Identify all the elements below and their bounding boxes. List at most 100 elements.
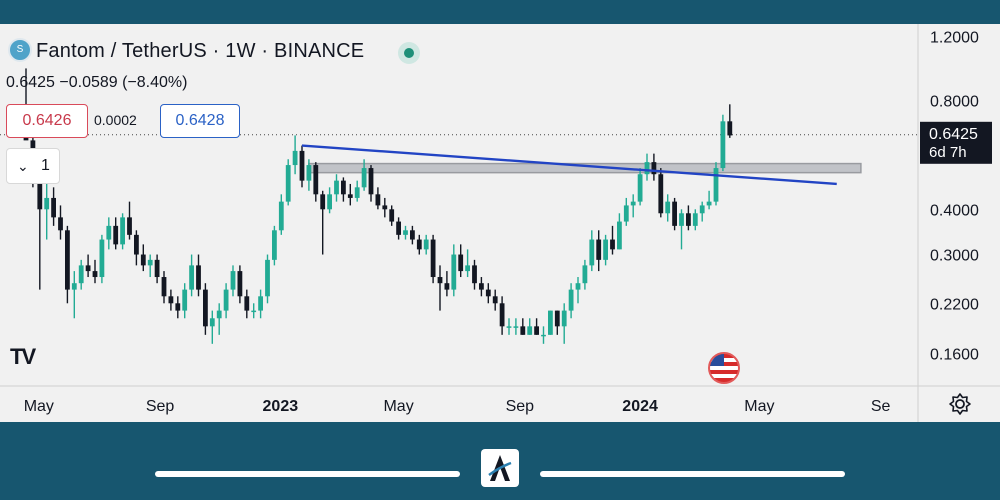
candle-body: [134, 234, 139, 255]
trendline: [301, 144, 837, 186]
candle-body: [499, 303, 505, 327]
settings-gear-icon[interactable]: [948, 392, 972, 416]
candle-body: [554, 310, 560, 327]
candle-body: [347, 194, 353, 198]
candle-body: [617, 221, 622, 250]
candle-body: [568, 289, 574, 311]
candle-body: [630, 201, 636, 206]
candle-body: [196, 265, 201, 290]
chart-panel[interactable]: 1.2000 0.8000 0.4000 0.3000 0.2200 0.1600 May S…: [0, 24, 1000, 422]
candle-body: [548, 310, 553, 335]
right-divider-bar: [540, 471, 845, 477]
candle-body: [154, 259, 160, 278]
candle-body: [209, 318, 215, 327]
candle-body: [706, 201, 712, 206]
candle-body: [396, 221, 401, 235]
candle-body: [161, 277, 167, 297]
candle-body: [306, 165, 312, 181]
candle-body: [382, 205, 388, 210]
x-tick-label: Se: [871, 398, 891, 415]
spread-value: 0.0002: [94, 112, 137, 128]
y-tick-label: 1.2000: [930, 30, 979, 47]
candle-body: [582, 265, 588, 284]
candle-body: [313, 165, 319, 195]
candle-body: [403, 230, 408, 235]
candle-body: [334, 180, 339, 195]
x-tick-label: May: [383, 398, 413, 415]
buy-price-button[interactable]: 0.6428: [160, 104, 240, 138]
candle-body: [665, 201, 671, 214]
left-divider-bar: [155, 471, 460, 477]
candle-body: [699, 205, 705, 214]
candle-body: [51, 197, 56, 218]
candle-body: [451, 254, 457, 290]
candle-body: [623, 205, 629, 222]
candle-body: [492, 296, 498, 304]
chevron-down-icon: ⌄: [17, 158, 29, 174]
candle-body: [168, 296, 174, 304]
x-tick-label: May: [24, 398, 54, 415]
candle-body: [285, 165, 291, 202]
candle-body: [444, 283, 450, 290]
ohlc-readout: 0.6425 −0.0589 (−8.40%): [6, 74, 188, 91]
candle-body: [541, 334, 546, 337]
candle-body: [44, 197, 50, 210]
candle-body: [679, 213, 684, 226]
y-tick-label: 0.4000: [930, 202, 979, 219]
candle-body: [85, 265, 91, 272]
candle-body: [278, 201, 284, 231]
candle-body: [506, 326, 512, 328]
y-tick-label: 0.1600: [930, 346, 979, 363]
candle-body: [465, 265, 470, 272]
us-flag-icon[interactable]: [708, 352, 740, 384]
candle-body: [423, 239, 429, 250]
candle-body: [65, 230, 70, 290]
candle-body: [672, 201, 677, 226]
candle-body: [686, 213, 691, 226]
candle-body: [713, 168, 719, 202]
indicator-toggle-button[interactable]: ⌄ 1: [6, 148, 60, 184]
candle-body: [389, 209, 395, 222]
y-tick-label: 0.8000: [930, 93, 979, 110]
candle-body: [692, 213, 698, 226]
candle-body: [416, 239, 422, 250]
candle-body: [299, 150, 305, 181]
candle-body: [251, 310, 257, 313]
candle-body: [520, 326, 526, 335]
candle-body: [472, 265, 477, 284]
candle-body: [265, 259, 270, 297]
candlestick-chart[interactable]: 1.2000 0.8000 0.4000 0.3000 0.2200 0.1600 May S…: [0, 24, 1000, 422]
sell-price-button[interactable]: 0.6426: [6, 104, 88, 138]
candle-body: [410, 230, 415, 240]
candle-body: [651, 162, 657, 175]
candle-body: [71, 283, 77, 290]
candle-body: [485, 289, 491, 297]
tradingview-logo: TV: [10, 344, 36, 369]
app-logo-icon: [481, 449, 519, 487]
last-price-label-bg: [920, 121, 992, 164]
candle-body: [127, 217, 132, 235]
candle-body: [272, 230, 277, 260]
candle-body: [120, 217, 125, 245]
candle-body: [140, 254, 146, 266]
x-tick-label: May: [744, 398, 774, 415]
chart-title: Fantom / TetherUS · 1W · BINANCE: [36, 40, 365, 62]
y-tick-label: 0.3000: [930, 248, 979, 265]
y-tick-label: 0.2200: [930, 296, 979, 313]
indicator-count: 1: [41, 157, 50, 174]
candle-body: [589, 239, 595, 266]
candle-body: [644, 162, 650, 175]
candle-body: [237, 271, 243, 297]
candle-body: [106, 225, 112, 240]
x-tick-label: 2023: [263, 398, 299, 415]
candle-body: [720, 121, 726, 169]
candle-body: [147, 259, 153, 266]
candle-body: [37, 180, 43, 210]
candle-body: [479, 283, 484, 290]
last-price-label: 0.6425: [929, 126, 978, 143]
candle-body: [610, 239, 615, 250]
candle-body: [223, 289, 229, 311]
candle-body: [182, 289, 188, 311]
candle-body: [113, 225, 119, 245]
candle-body: [534, 326, 539, 335]
